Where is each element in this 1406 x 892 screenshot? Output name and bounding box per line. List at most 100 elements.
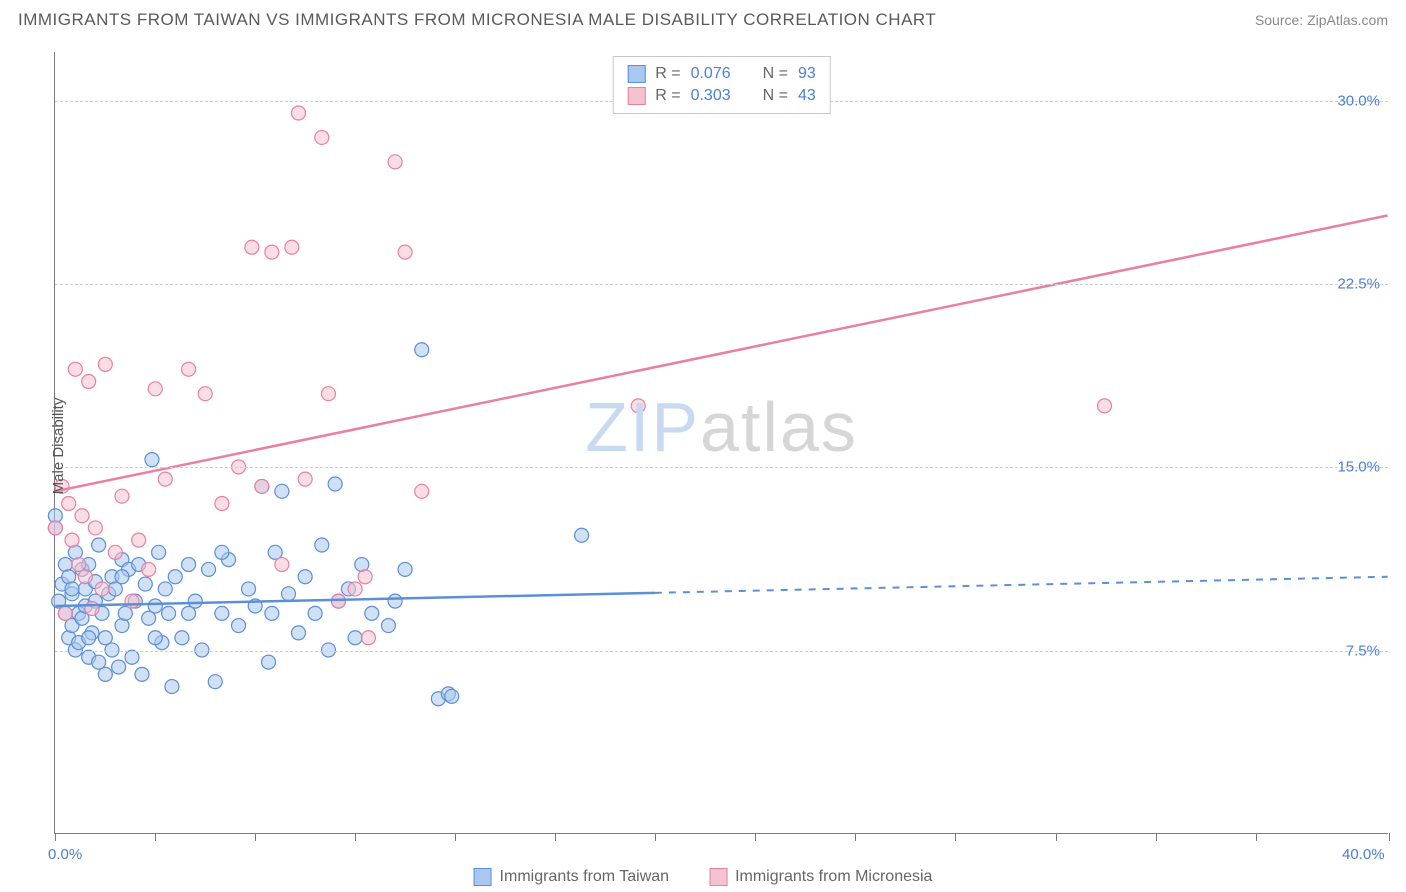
x-tick [755,833,756,841]
scatter-point [381,619,395,633]
scatter-point [95,582,109,596]
scatter-point [85,601,99,615]
scatter-point [82,631,96,645]
x-tick [955,833,956,841]
scatter-point [112,660,126,674]
x-tick [455,833,456,841]
scatter-point [398,245,412,259]
scatter-point [365,606,379,620]
scatter-point [275,558,289,572]
scatter-point [75,509,89,523]
scatter-point [265,606,279,620]
scatter-point [328,477,342,491]
scatter-point [388,155,402,169]
scatter-point [175,631,189,645]
legend-n-value: 93 [798,65,816,83]
scatter-point [182,362,196,376]
scatter-point [158,472,172,486]
y-tick-label: 15.0% [1337,459,1380,476]
x-tick [655,833,656,841]
scatter-point [115,489,129,503]
scatter-point [148,599,162,613]
x-tick [155,833,156,841]
scatter-point [308,606,322,620]
gridline [55,467,1388,468]
scatter-point [135,667,149,681]
legend-series-label: Immigrants from Micronesia [735,868,932,886]
scatter-point [48,521,62,535]
x-tick [1256,833,1257,841]
legend-swatch [474,868,492,886]
legend-series-label: Immigrants from Taiwan [500,868,670,886]
scatter-point [92,538,106,552]
scatter-point [215,497,229,511]
scatter-point [445,689,459,703]
x-tick-label: 0.0% [48,846,82,863]
scatter-point [152,545,166,559]
scatter-point [232,619,246,633]
legend-series: Immigrants from Taiwan Immigrants from M… [474,868,933,886]
x-tick [255,833,256,841]
scatter-point [58,606,72,620]
scatter-point [115,570,129,584]
scatter-point [285,240,299,254]
scatter-point [348,631,362,645]
scatter-point [315,130,329,144]
x-tick [1389,833,1390,841]
scatter-point [182,606,196,620]
scatter-point [242,582,256,596]
scatter-point [575,528,589,542]
scatter-point [62,497,76,511]
scatter-point [162,606,176,620]
legend-item: Immigrants from Micronesia [709,868,932,886]
scatter-point [315,538,329,552]
scatter-point [98,667,112,681]
scatter-point [415,484,429,498]
y-tick-label: 7.5% [1346,642,1380,659]
scatter-point [158,582,172,596]
x-tick [855,833,856,841]
gridline [55,284,1388,285]
legend-n-label: N = [763,65,788,83]
scatter-point [82,374,96,388]
scatter-point [415,343,429,357]
scatter-point [215,606,229,620]
scatter-point [78,570,92,584]
scatter-point [125,650,139,664]
scatter-point [1098,399,1112,413]
x-tick [1056,833,1057,841]
legend-swatch [709,868,727,886]
scatter-point [88,521,102,535]
chart-plot-area: ZIPatlas R = 0.076 N = 93 R = 0.303 N = … [54,52,1388,834]
legend-r-value: 0.076 [691,65,731,83]
scatter-point [388,594,402,608]
scatter-point [125,594,139,608]
legend-item: Immigrants from Taiwan [474,868,670,886]
scatter-point [165,680,179,694]
scatter-point [348,582,362,596]
scatter-point [98,357,112,371]
y-tick-label: 30.0% [1337,92,1380,109]
legend-swatch [627,87,645,105]
legend-row: R = 0.076 N = 93 [627,63,816,85]
legend-swatch [627,65,645,83]
scatter-point [292,106,306,120]
x-tick [55,833,56,841]
legend-n-value: 43 [798,87,816,105]
scatter-point [208,675,222,689]
scatter-point [142,562,156,576]
legend-row: R = 0.303 N = 43 [627,85,816,107]
scatter-point [358,570,372,584]
legend-correlation: R = 0.076 N = 93 R = 0.303 N = 43 [612,56,831,114]
scatter-point [108,545,122,559]
chart-header: IMMIGRANTS FROM TAIWAN VS IMMIGRANTS FRO… [0,0,1406,38]
scatter-point [138,577,152,591]
scatter-point [282,587,296,601]
plot-svg [55,52,1388,833]
scatter-point [148,382,162,396]
scatter-point [275,484,289,498]
scatter-point [245,240,259,254]
scatter-point [182,558,196,572]
legend-r-label: R = [655,87,680,105]
scatter-point [202,562,216,576]
